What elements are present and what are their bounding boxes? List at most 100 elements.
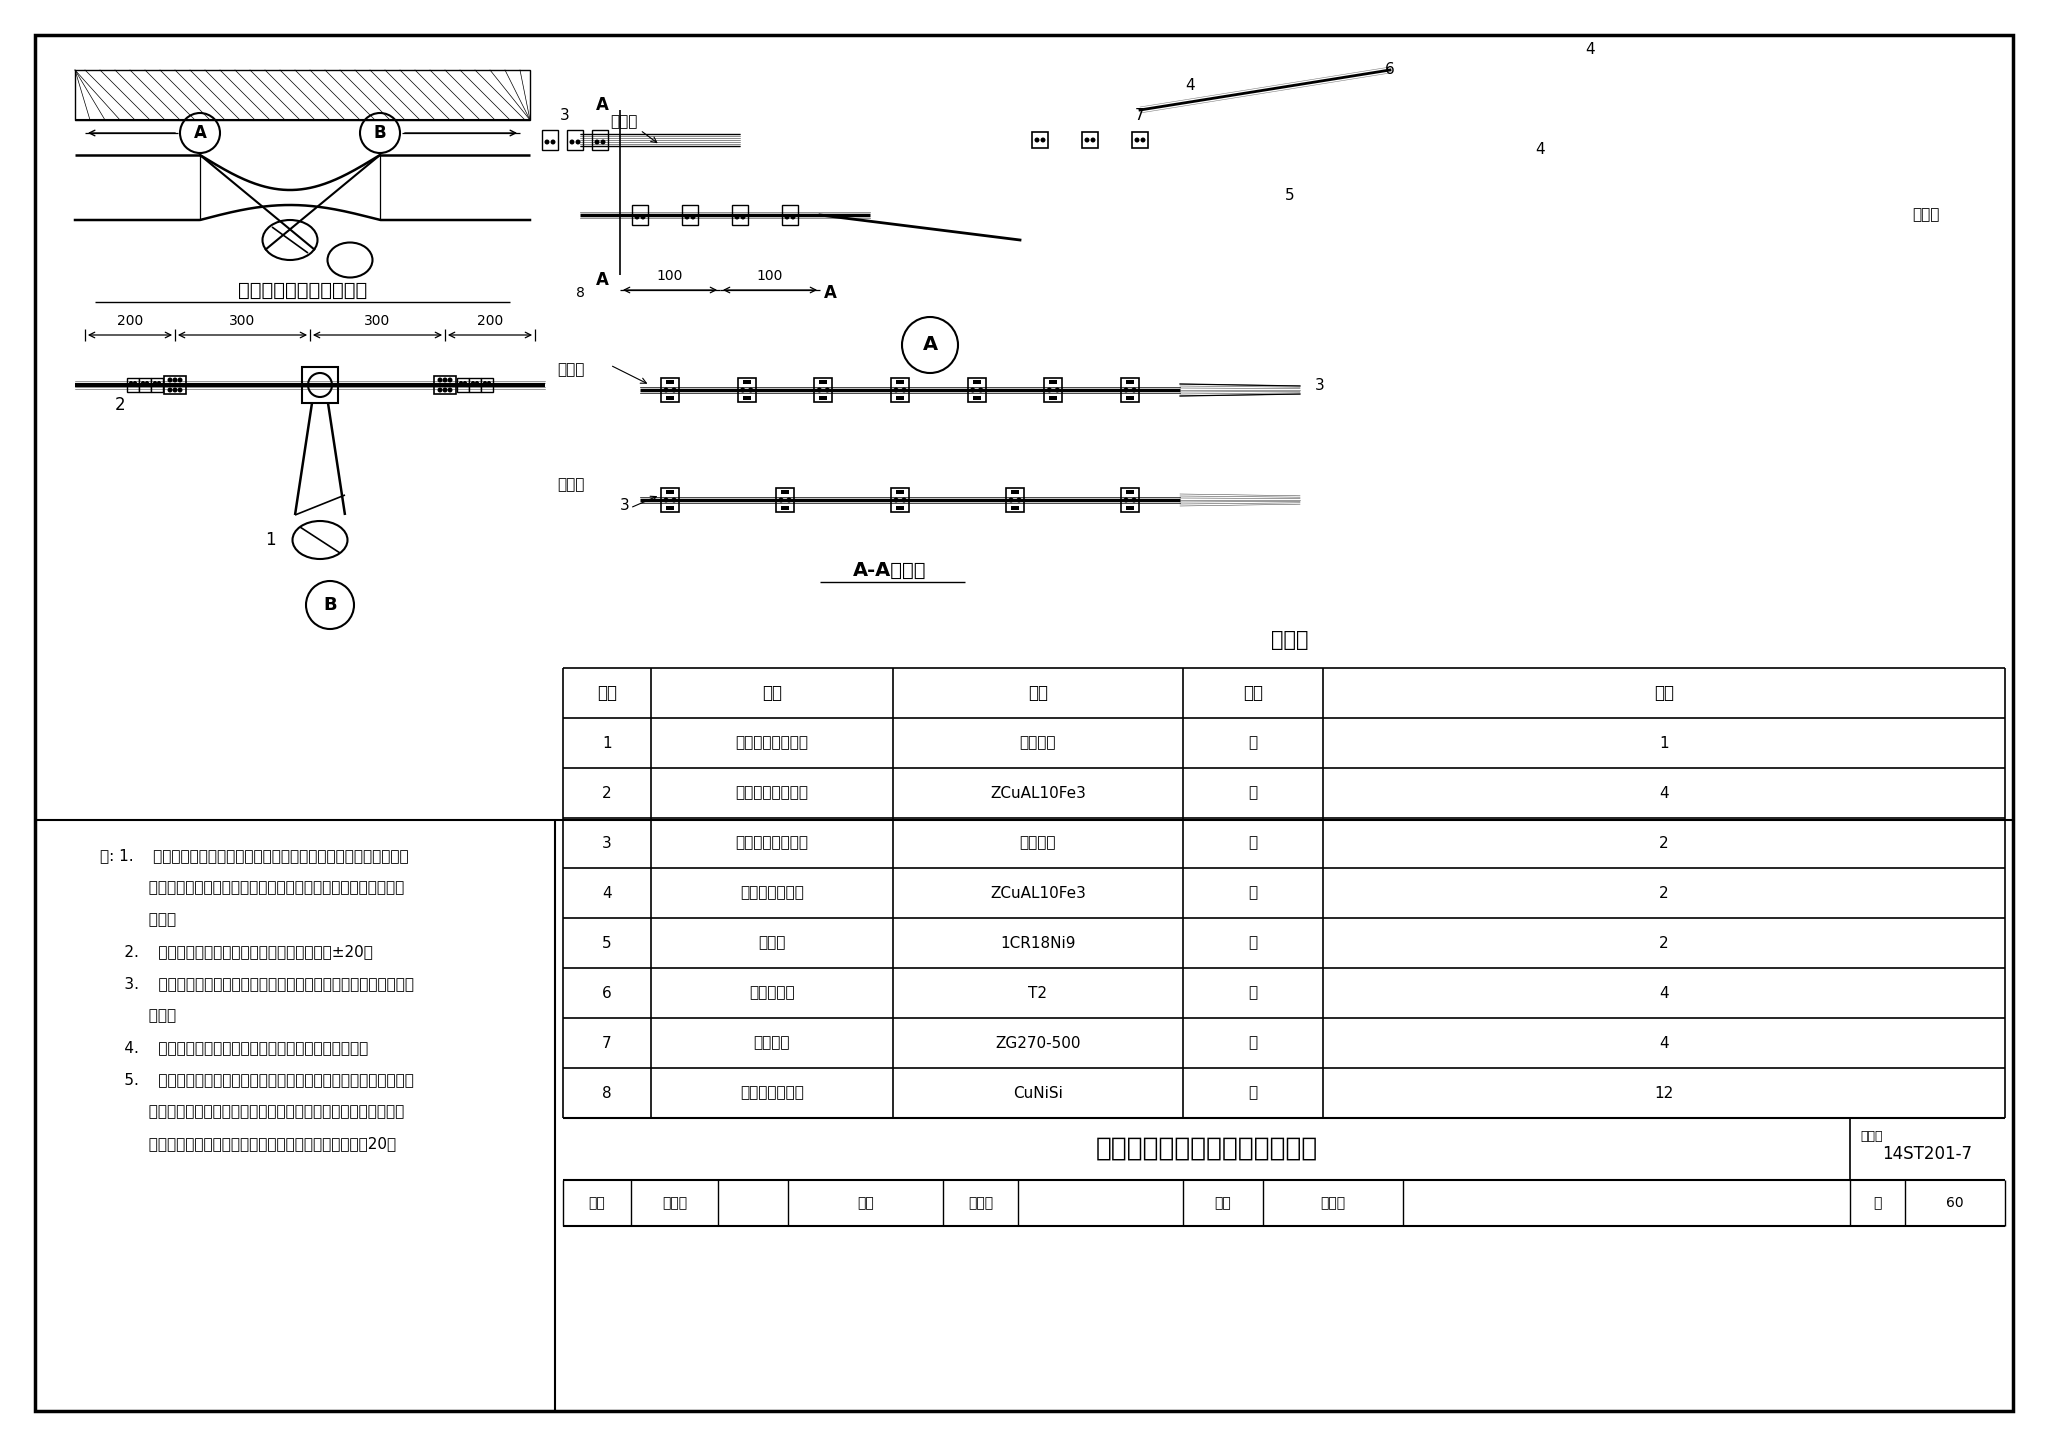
Bar: [1081, 132, 1098, 147]
Text: 2: 2: [1659, 885, 1669, 901]
Text: 3: 3: [621, 497, 631, 512]
Bar: [434, 376, 457, 393]
Bar: [1120, 377, 1139, 402]
Circle shape: [1034, 137, 1040, 143]
Text: A: A: [195, 124, 207, 142]
Circle shape: [463, 380, 467, 385]
Text: 300: 300: [365, 314, 391, 328]
Circle shape: [449, 377, 453, 383]
Circle shape: [575, 139, 580, 145]
Bar: [1126, 490, 1135, 495]
Text: 2: 2: [602, 785, 612, 801]
Text: ZG270-500: ZG270-500: [995, 1035, 1081, 1050]
Text: 页: 页: [1874, 1196, 1882, 1210]
Bar: [164, 376, 186, 393]
Text: 柔性悬挂全补偿中心锚结安装图: 柔性悬挂全补偿中心锚结安装图: [1096, 1137, 1317, 1163]
Circle shape: [459, 380, 463, 385]
Text: 2.    中心锚结绳长度符合设计要求，允许偏差为±20。: 2. 中心锚结绳长度符合设计要求，允许偏差为±20。: [100, 944, 373, 959]
Bar: [973, 380, 981, 385]
Text: 3: 3: [559, 107, 569, 123]
Circle shape: [1008, 497, 1014, 503]
Text: 套: 套: [1249, 1035, 1257, 1050]
Bar: [897, 490, 903, 495]
Circle shape: [145, 380, 150, 385]
Text: 100: 100: [758, 269, 782, 283]
Text: 单位: 单位: [1243, 684, 1264, 701]
Text: 2: 2: [115, 396, 125, 414]
Text: 材料: 材料: [1028, 684, 1049, 701]
Circle shape: [1130, 388, 1137, 392]
Circle shape: [178, 377, 182, 383]
Text: 青铜绞线: 青铜绞线: [1020, 836, 1057, 850]
Text: 蔡志刚: 蔡志刚: [969, 1196, 993, 1210]
Text: 接触线中心锚结绳: 接触线中心锚结绳: [735, 836, 809, 850]
Text: 内承力索的驰度；全补偿链型悬挂接触线中心锚结绳的张力、驰: 内承力索的驰度；全补偿链型悬挂接触线中心锚结绳的张力、驰: [100, 1103, 403, 1119]
Bar: [682, 205, 698, 226]
Circle shape: [664, 388, 668, 392]
Text: 钢丝绳夹: 钢丝绳夹: [754, 1035, 791, 1050]
Text: 套: 套: [1249, 785, 1257, 801]
Bar: [897, 506, 903, 510]
Text: 件: 件: [1249, 986, 1257, 1001]
Text: 200: 200: [117, 314, 143, 328]
Circle shape: [569, 139, 575, 145]
Circle shape: [129, 380, 133, 385]
Text: 6: 6: [602, 986, 612, 1001]
Circle shape: [1040, 137, 1044, 143]
Bar: [973, 396, 981, 401]
Text: 心形环: 心形环: [758, 936, 786, 950]
Text: 半圆管衬垫: 半圆管衬垫: [750, 986, 795, 1001]
Text: 叶常绿: 叶常绿: [1321, 1196, 1346, 1210]
Text: A: A: [922, 335, 938, 354]
Bar: [666, 380, 674, 385]
Text: 1: 1: [1659, 736, 1669, 750]
Circle shape: [594, 139, 600, 145]
Circle shape: [449, 388, 453, 392]
Text: 接触线: 接触线: [557, 363, 586, 377]
Text: 3: 3: [1315, 377, 1325, 392]
Circle shape: [664, 497, 668, 503]
Bar: [139, 377, 152, 392]
Text: 4.    接触线中心锚结的安装位置、尺寸应符合设计要求。: 4. 接触线中心锚结的安装位置、尺寸应符合设计要求。: [100, 1040, 369, 1056]
Text: −: −: [195, 130, 205, 143]
Text: 5: 5: [1286, 188, 1294, 202]
Text: 接触线中锚线夹: 接触线中锚线夹: [739, 1086, 805, 1100]
Bar: [301, 367, 338, 403]
Text: 7: 7: [1135, 107, 1145, 123]
Text: 14ST201-7: 14ST201-7: [1882, 1145, 1972, 1163]
Bar: [666, 490, 674, 495]
Circle shape: [168, 388, 172, 392]
Bar: [76, 69, 530, 120]
Circle shape: [600, 139, 606, 145]
Circle shape: [893, 497, 899, 503]
Text: 根: 根: [1249, 836, 1257, 850]
Circle shape: [641, 214, 645, 220]
Circle shape: [672, 388, 676, 392]
Circle shape: [1124, 388, 1128, 392]
Text: 100: 100: [657, 269, 684, 283]
Text: 注: 1.    直线区段中锚线夹安装必须端正，曲线区段中锚线夹应与接触线: 注: 1. 直线区段中锚线夹安装必须端正，曲线区段中锚线夹应与接触线: [100, 847, 410, 863]
Bar: [666, 506, 674, 510]
Bar: [592, 130, 608, 150]
Bar: [1012, 490, 1020, 495]
Circle shape: [172, 377, 178, 383]
Circle shape: [483, 380, 487, 385]
Circle shape: [979, 388, 983, 392]
Circle shape: [825, 388, 829, 392]
Text: A: A: [596, 270, 608, 289]
Circle shape: [438, 377, 442, 383]
Circle shape: [168, 377, 172, 383]
Text: A: A: [596, 95, 608, 114]
Text: 7: 7: [602, 1035, 612, 1050]
Circle shape: [154, 380, 158, 385]
Circle shape: [133, 380, 137, 385]
Text: 4: 4: [1659, 785, 1669, 801]
Text: 5.    全补偿链型悬挂承力索中心锚结绳的驰度应小于或等于所在跨距: 5. 全补偿链型悬挂承力索中心锚结绳的驰度应小于或等于所在跨距: [100, 1071, 414, 1087]
Text: 审核: 审核: [588, 1196, 606, 1210]
Circle shape: [1055, 388, 1059, 392]
Bar: [1126, 506, 1135, 510]
Text: 8: 8: [602, 1086, 612, 1100]
Circle shape: [1090, 137, 1096, 143]
Text: 套: 套: [1249, 1086, 1257, 1100]
Circle shape: [778, 497, 784, 503]
